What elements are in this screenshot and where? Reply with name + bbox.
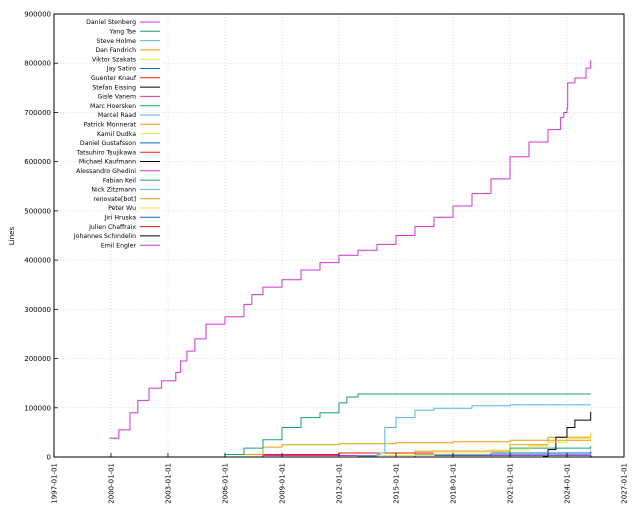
x-tick-label: 2024-01-01: [563, 463, 571, 504]
y-tick-label: 600000: [24, 158, 51, 166]
series-line: [319, 404, 591, 458]
x-tick-label: 2012-01-01: [335, 463, 343, 504]
legend-entry-label: Fabian Keil: [103, 177, 136, 184]
y-tick-label: 0: [47, 454, 51, 462]
legend-entry-label: Nick Zitzmann: [91, 187, 136, 194]
x-tick-label: 2006-01-01: [221, 463, 229, 504]
legend-entry-label: Daniel Gustafsson: [80, 140, 136, 147]
x-tick-label: 2015-01-01: [392, 463, 400, 504]
legend-entry-label: Julien Chaffraix: [88, 224, 136, 231]
legend-entry-label: Guenter Knauf: [91, 75, 137, 82]
x-tick-label: 2021-01-01: [507, 463, 515, 504]
legend-entry-label: Viktor Szakats: [92, 56, 136, 63]
series-line: [301, 434, 592, 458]
legend-entry-label: Stefan Eissing: [92, 84, 136, 91]
legend-entry-label: Steve Holme: [96, 38, 136, 45]
y-tick-label: 800000: [24, 60, 51, 68]
legend-entry-label: Alessandro Ghedini: [76, 168, 136, 175]
y-tick-label: 200000: [24, 355, 51, 363]
series-layer: [109, 60, 592, 458]
legend-entry-label: Gisle Vanem: [97, 94, 136, 101]
y-tick-label: 400000: [24, 257, 51, 265]
y-axis-title: Lines: [8, 227, 16, 246]
legend-entry-label: Dan Fandrich: [95, 47, 136, 54]
legend-entry-label: Tatsuhiro Tsujikawa: [76, 149, 137, 156]
legend-entry-label: Marc Hoersken: [90, 103, 136, 110]
x-tick-label: 2000-01-01: [107, 463, 115, 504]
legend-entry-label: Yang Tse: [109, 29, 137, 36]
legend-entry-label: Daniel Stenberg: [86, 19, 136, 26]
legend-entry-label: Emil Engler: [101, 242, 137, 249]
y-tick-label: 900000: [24, 11, 51, 19]
legend-entry-label: Marcel Raad: [98, 112, 136, 119]
legend-entry-label: Peter Wu: [108, 205, 136, 212]
series-line: [109, 60, 592, 439]
grid: [53, 13, 625, 458]
legend: Daniel Stenberg Yang Tse Steve Holme Dan Fa…: [73, 19, 160, 249]
y-axis: 0 100000 200000 300000 400000 500000 600000 700…: [24, 11, 58, 462]
legend-entry-label: Kamil Dudka: [97, 131, 136, 138]
series-line: [206, 393, 591, 458]
x-tick-label: 1997-01-01: [51, 463, 59, 504]
x-tick-label: 2003-01-01: [164, 463, 172, 504]
x-tick-label: 2027-01-01: [621, 463, 629, 504]
series-line: [186, 439, 592, 458]
x-tick-label: 2018-01-01: [450, 463, 458, 504]
legend-entry-label: Jiri Hruska: [104, 215, 137, 222]
y-tick-label: 300000: [24, 306, 51, 314]
legend-entry-label: Jay Satiro: [106, 66, 137, 73]
legend-entry-label: renovate[bot]: [93, 196, 136, 203]
legend-entry-label: Johannes Schindelin: [73, 233, 136, 240]
y-tick-label: 500000: [24, 207, 51, 215]
x-tick-label: 2009-01-01: [279, 463, 287, 504]
legend-entry-label: Patrick Monnerat: [84, 122, 137, 129]
x-axis: 1997-01-01 2000-01-01 2003-01-01 2006-01-01…: [51, 453, 629, 504]
legend-entry-label: Michael Kaufmann: [79, 159, 136, 166]
y-tick-label: 100000: [24, 404, 51, 412]
y-tick-label: 700000: [24, 109, 51, 117]
